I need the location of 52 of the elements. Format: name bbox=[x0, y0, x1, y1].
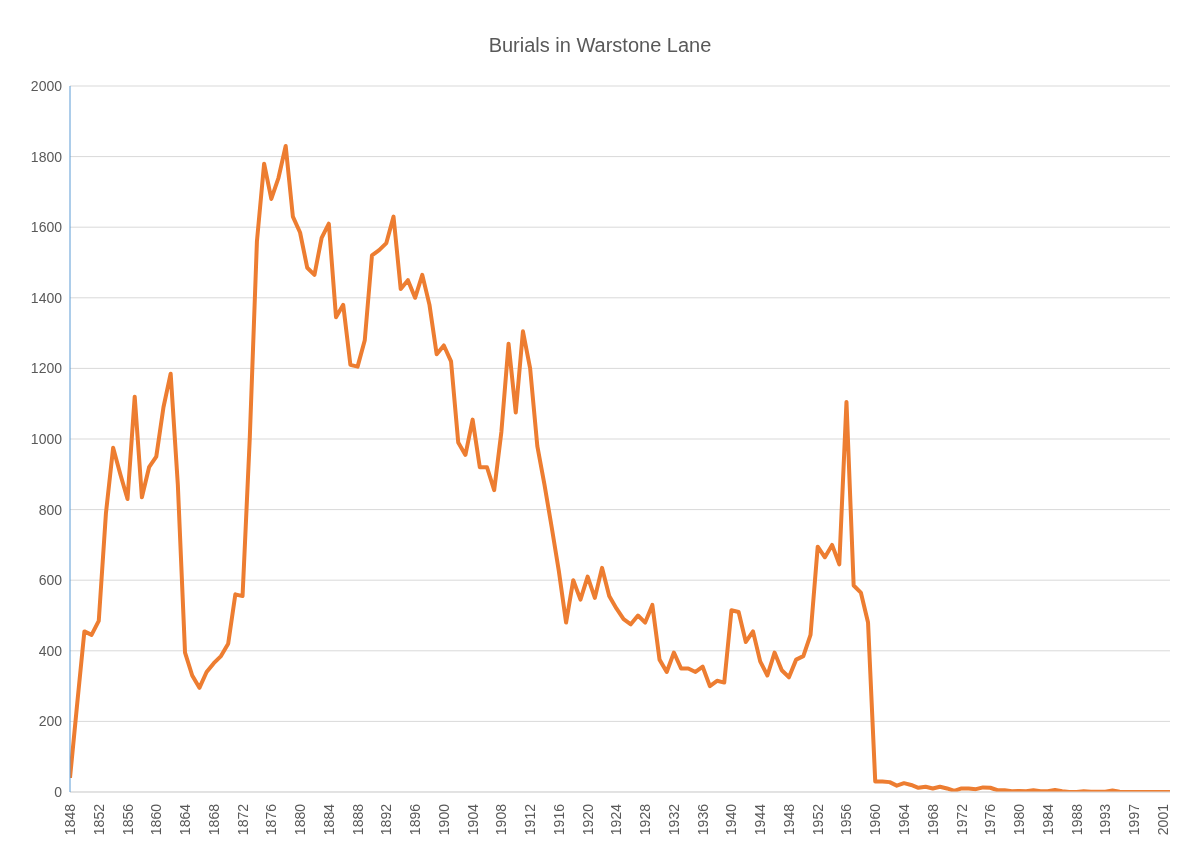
x-tick-label: 1888 bbox=[349, 803, 366, 836]
y-tick-label: 200 bbox=[38, 713, 63, 730]
y-tick-label: 800 bbox=[38, 501, 63, 518]
x-tick-label: 1912 bbox=[522, 803, 539, 836]
x-tick-label: 1868 bbox=[205, 803, 222, 836]
x-tick-label: 1848 bbox=[62, 803, 78, 836]
x-tick-label: 1900 bbox=[435, 803, 452, 836]
y-tick-label: 2000 bbox=[30, 77, 63, 94]
x-tick-label: 1908 bbox=[493, 803, 510, 836]
x-tick-label: 1944 bbox=[752, 803, 769, 836]
x-tick-label: 1924 bbox=[608, 803, 625, 836]
x-tick-label: 1997 bbox=[1126, 803, 1143, 836]
x-tick-label: 1960 bbox=[867, 803, 884, 836]
x-tick-label: 1976 bbox=[982, 803, 999, 836]
y-tick-label: 1000 bbox=[30, 430, 63, 447]
x-tick-label: 1984 bbox=[1039, 803, 1056, 836]
x-tick-label: 1952 bbox=[809, 803, 826, 836]
x-tick-label: 1896 bbox=[407, 803, 424, 836]
y-tick-label: 1600 bbox=[30, 219, 63, 236]
x-tick-label: 1880 bbox=[292, 803, 309, 836]
x-tick-label: 1916 bbox=[550, 803, 567, 836]
x-tick-label: 1936 bbox=[694, 803, 711, 836]
x-tick-label: 1864 bbox=[177, 803, 194, 836]
x-tick-label: 1940 bbox=[723, 803, 740, 836]
x-tick-label: 1993 bbox=[1097, 803, 1114, 836]
y-tick-label: 1400 bbox=[30, 289, 63, 306]
x-tick-label: 1928 bbox=[637, 803, 654, 836]
x-tick-label: 1988 bbox=[1068, 803, 1085, 836]
y-tick-label: 400 bbox=[38, 642, 63, 659]
x-tick-label: 1964 bbox=[895, 803, 912, 836]
line-series bbox=[70, 144, 1170, 792]
x-tick-label: 1876 bbox=[263, 803, 280, 836]
x-tick-label: 1932 bbox=[665, 803, 682, 836]
x-tick-label: 1980 bbox=[1011, 803, 1028, 836]
x-tick-label: 1860 bbox=[148, 803, 165, 836]
x-tick-label: 1856 bbox=[119, 803, 136, 836]
x-tick-label: 1884 bbox=[320, 803, 337, 836]
x-tick-label: 1872 bbox=[234, 803, 251, 836]
x-tick-label: 1852 bbox=[90, 803, 107, 836]
x-tick-label: 1904 bbox=[464, 803, 481, 836]
y-tick-label: 1200 bbox=[30, 360, 63, 377]
x-tick-label: 1956 bbox=[838, 803, 855, 836]
x-tick-label: 1920 bbox=[579, 803, 596, 836]
x-tick-label: 1968 bbox=[924, 803, 941, 836]
x-tick-label: 1972 bbox=[953, 803, 970, 836]
x-tick-label: 1892 bbox=[378, 803, 395, 836]
x-tick-label: 2001 bbox=[1154, 803, 1171, 836]
y-tick-label: 1800 bbox=[30, 148, 63, 165]
y-tick-label: 0 bbox=[54, 783, 63, 800]
chart-title: Burials in Warstone Lane bbox=[487, 34, 713, 57]
x-tick-label: 1948 bbox=[780, 803, 797, 836]
y-tick-label: 600 bbox=[38, 572, 63, 589]
